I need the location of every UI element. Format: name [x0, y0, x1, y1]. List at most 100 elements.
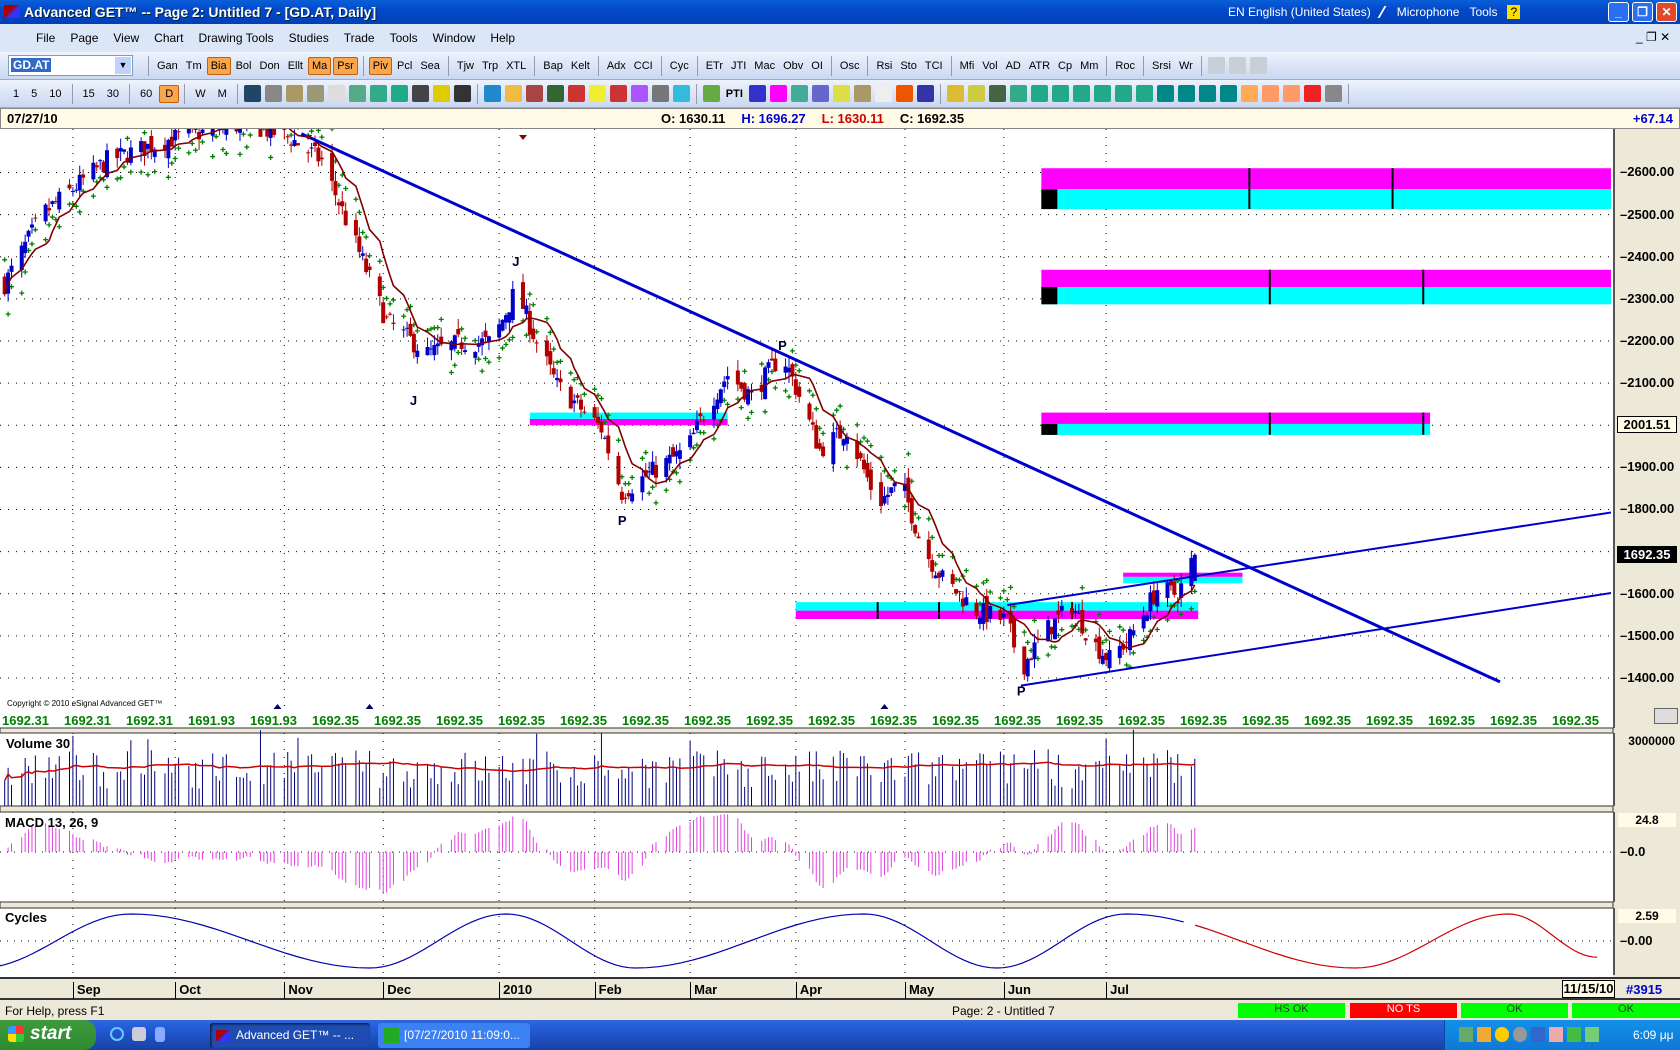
interval-button-d[interactable]: D	[159, 84, 180, 103]
robot-icon[interactable]	[967, 85, 985, 102]
study-button-vol[interactable]: Vol	[982, 59, 998, 72]
copy2-icon[interactable]	[874, 85, 892, 102]
copy-icon[interactable]	[327, 85, 345, 102]
study-button-jti[interactable]: JTI	[731, 59, 747, 72]
close-button[interactable]: ✕	[1656, 2, 1677, 22]
scale-icon[interactable]	[1654, 708, 1678, 724]
start-button[interactable]: start	[0, 1020, 96, 1050]
study-button-osc[interactable]: Osc	[839, 59, 860, 72]
interval-button-15[interactable]: 15	[82, 87, 95, 100]
paste-icon[interactable]	[348, 85, 366, 102]
page-icon[interactable]	[1009, 85, 1027, 102]
study-button-tm[interactable]: Tm	[185, 59, 202, 72]
study-button-piv[interactable]: Piv	[368, 56, 393, 75]
zoom-icon[interactable]	[811, 85, 829, 102]
menu-chart[interactable]: Chart	[154, 31, 184, 45]
clock-icon[interactable]	[588, 85, 606, 102]
network-icon[interactable]	[1459, 1027, 1473, 1042]
study-button-srsi[interactable]: Srsi	[1151, 59, 1171, 72]
settings-icon[interactable]	[1249, 57, 1267, 74]
bars-icon[interactable]	[546, 85, 564, 102]
context-help-icon[interactable]	[453, 85, 471, 102]
compress-h-icon[interactable]	[1177, 85, 1195, 102]
compress-v-icon[interactable]	[1219, 85, 1237, 102]
study-button-pcl[interactable]: Pcl	[397, 59, 413, 72]
nvidia-icon[interactable]	[1585, 1027, 1599, 1042]
print-preview-icon[interactable]	[264, 85, 282, 102]
grid-icon[interactable]	[651, 85, 669, 102]
menu-trade[interactable]: Trade	[343, 31, 375, 45]
wave-icon[interactable]	[702, 85, 720, 102]
study-button-tjw[interactable]: Tjw	[456, 59, 474, 72]
study-button-obv[interactable]: Obv	[783, 59, 804, 72]
crosshair-icon[interactable]	[483, 85, 501, 102]
link-icon[interactable]	[1228, 57, 1246, 74]
menu-page[interactable]: Page	[70, 31, 99, 45]
save-icon[interactable]	[390, 85, 408, 102]
expand-h-icon[interactable]	[1156, 85, 1174, 102]
clock[interactable]: 6:09 μμ	[1633, 1028, 1674, 1042]
study-button-don[interactable]: Don	[259, 59, 280, 72]
menu-window[interactable]: Window	[432, 31, 476, 45]
chart-canvas[interactable]: J J P P P 1692.31 1692.31 1692.31 1691.93 1691.93…	[0, 129, 1680, 977]
compress-icon[interactable]	[916, 85, 934, 102]
menu-tools[interactable]: Tools	[389, 31, 418, 45]
speaker-icon[interactable]	[1513, 1027, 1527, 1042]
study-button-cp[interactable]: Cp	[1058, 59, 1073, 72]
study-button-ellt[interactable]: Ellt	[287, 59, 303, 72]
study-button-roc[interactable]: Roc	[1115, 59, 1135, 72]
study-button-mac[interactable]: Mac	[754, 59, 776, 72]
open-file-icon[interactable]	[946, 85, 964, 102]
open-icon[interactable]	[369, 85, 387, 102]
menu-file[interactable]: File	[36, 31, 56, 45]
magnet-icon[interactable]	[895, 85, 913, 102]
study-button-xtl[interactable]: XTL	[506, 59, 527, 72]
study-button-kelt[interactable]: Kelt	[570, 59, 590, 72]
menu-view[interactable]: View	[113, 31, 140, 45]
layout-icon[interactable]	[853, 85, 871, 102]
pencil-icon[interactable]	[504, 85, 522, 102]
microphone-icon[interactable]	[1377, 6, 1395, 18]
grid-fill-icon[interactable]	[1240, 85, 1258, 102]
study-button-sea[interactable]: Sea	[420, 59, 440, 72]
new-chart-icon[interactable]	[243, 85, 261, 102]
help-icon[interactable]: ?	[1507, 5, 1521, 19]
study-button-sto[interactable]: Sto	[900, 59, 917, 72]
symbol-input[interactable]: GD.AT ▼	[8, 55, 133, 76]
study-button-etr[interactable]: ETr	[705, 59, 724, 72]
pti-button[interactable]: PTI	[725, 87, 743, 100]
language-selector[interactable]: EN English (United States)	[1228, 5, 1371, 19]
study-button-rsi[interactable]: Rsi	[876, 59, 893, 72]
arrow-right-icon[interactable]	[1093, 85, 1111, 102]
expand-v-icon[interactable]	[1198, 85, 1216, 102]
shield-icon[interactable]	[1495, 1027, 1509, 1042]
zero-icon[interactable]	[988, 85, 1006, 102]
study-button-wr[interactable]: Wr	[1178, 59, 1193, 72]
study-button-gan[interactable]: Gan	[157, 59, 178, 72]
microphone-button[interactable]: Microphone	[1396, 5, 1460, 19]
study-button-atr[interactable]: ATR	[1028, 59, 1051, 72]
tools-button[interactable]: Tools	[1469, 5, 1498, 19]
tray-icons[interactable]	[1459, 1027, 1599, 1042]
target-icon[interactable]	[609, 85, 627, 102]
paint-icon[interactable]	[306, 85, 324, 102]
properties-icon[interactable]	[1324, 85, 1342, 102]
fib-icon[interactable]	[1282, 85, 1300, 102]
study-button-trp[interactable]: Trp	[482, 59, 499, 72]
maximize-button[interactable]: ❐	[1632, 2, 1653, 22]
taskbar-advanced-get[interactable]: Advanced GET™ -- ...	[210, 1023, 370, 1048]
study-button-bol[interactable]: Bol	[235, 59, 252, 72]
study-button-bap[interactable]: Bap	[543, 59, 563, 72]
arrow-left-icon[interactable]	[1072, 85, 1090, 102]
study-button-cyc[interactable]: Cyc	[669, 59, 689, 72]
date-axis[interactable]: 11/15/10 #3915 Sep Oct Nov Dec 2010 Feb Mar Apr…	[0, 977, 1680, 1000]
green-app-icon[interactable]	[1567, 1027, 1581, 1042]
ellipse-icon[interactable]	[672, 85, 690, 102]
study-button-mfi[interactable]: Mfi	[959, 59, 975, 72]
study-button-ad[interactable]: AD	[1005, 59, 1021, 72]
cross-icon[interactable]	[1303, 85, 1321, 102]
lines-tool-icon[interactable]	[1261, 85, 1279, 102]
printer-icon[interactable]	[411, 85, 429, 102]
channel-icon[interactable]	[567, 85, 585, 102]
study-button-psr[interactable]: Psr	[333, 56, 358, 75]
